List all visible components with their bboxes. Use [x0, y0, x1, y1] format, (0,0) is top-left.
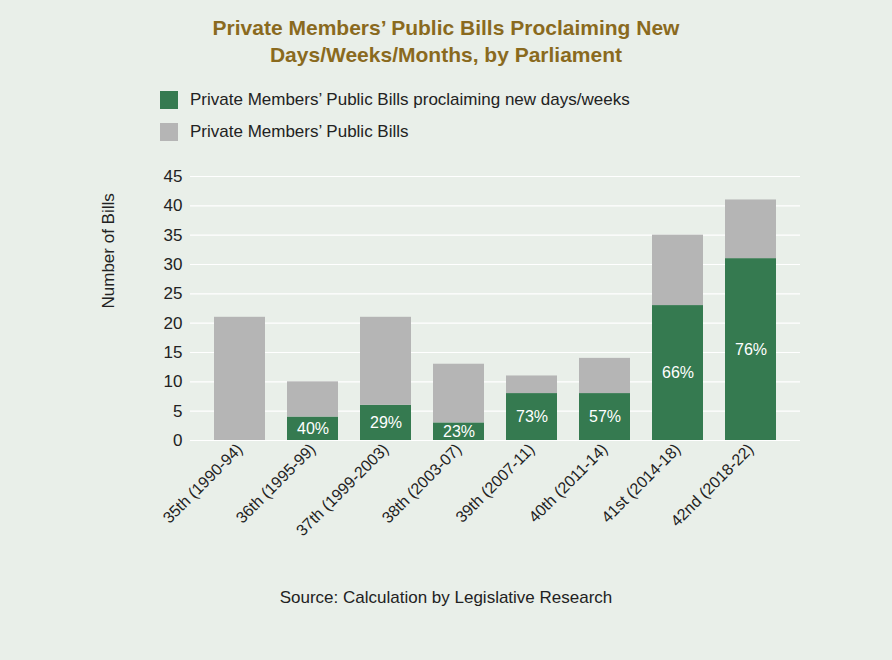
svg-text:37th (1999-2003): 37th (1999-2003) [293, 440, 392, 539]
svg-text:40th (2011-14): 40th (2011-14) [525, 440, 611, 526]
svg-text:73%: 73% [516, 408, 548, 425]
svg-text:41st (2014-18): 41st (2014-18) [598, 440, 684, 526]
svg-text:42nd (2018-22): 42nd (2018-22) [667, 440, 756, 529]
svg-text:0: 0 [173, 431, 182, 450]
html-text:Private Members’ Public Bills: Private Members’ Public Bills [190, 122, 409, 141]
svg-text:20: 20 [164, 314, 183, 333]
svg-text:30: 30 [164, 255, 183, 274]
svg-text:25: 25 [164, 284, 183, 303]
svg-text:29%: 29% [370, 414, 402, 431]
html-text:Private Members’ Public Bills: Private Members’ Public Bills proclaimin… [190, 90, 630, 109]
svg-text:36th (1995-99): 36th (1995-99) [232, 440, 319, 527]
svg-text:35: 35 [164, 226, 183, 245]
html-text:Private Members’ Public Bills: Private Members’ Public Bills Proclaimin… [212, 16, 680, 66]
svg-text:23%: 23% [443, 423, 475, 440]
svg-text:40: 40 [164, 196, 183, 215]
svg-text:5: 5 [173, 402, 182, 421]
svg-text:Number of Bills: Number of Bills [99, 193, 118, 308]
svg-text:39th (2007-11): 39th (2007-11) [452, 440, 538, 526]
svg-text:66%: 66% [662, 364, 694, 381]
svg-text:10: 10 [164, 372, 183, 391]
svg-text:38th (2003-07): 38th (2003-07) [378, 440, 465, 527]
svg-text:76%: 76% [735, 341, 767, 358]
html-text:Source: Calculation by Legisla: Source: Calculation by Legislative Resea… [279, 588, 613, 607]
svg-text:35th (1990-94): 35th (1990-94) [159, 440, 246, 527]
svg-text:15: 15 [164, 343, 183, 362]
svg-text:40%: 40% [297, 420, 329, 437]
svg-text:57%: 57% [589, 408, 621, 425]
svg-text:45: 45 [164, 167, 183, 186]
